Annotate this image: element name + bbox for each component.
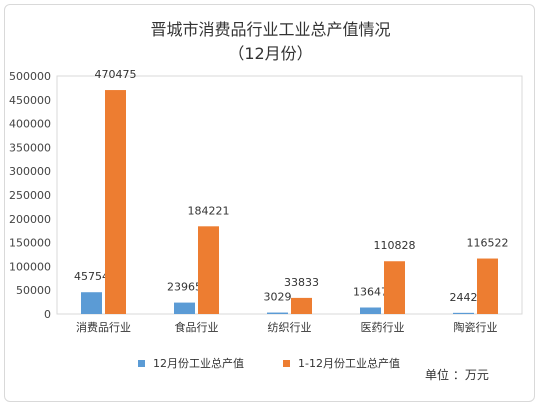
data-label-1: 13647 bbox=[353, 286, 388, 299]
category-label: 纺织行业 bbox=[268, 320, 312, 334]
legend-item-series-1: 12月份工业总产值 bbox=[138, 355, 244, 371]
bar-1 bbox=[81, 292, 102, 314]
y-tick-label: 0 bbox=[44, 308, 51, 321]
legend-label-series-2: 1-12月份工业总产值 bbox=[298, 357, 400, 370]
bar-2 bbox=[105, 90, 126, 315]
legend-item-series-2: 1-12月份工业总产值 bbox=[283, 355, 400, 371]
y-tick-label: 150000 bbox=[9, 237, 51, 250]
chart-frame bbox=[4, 4, 535, 402]
bar-2 bbox=[291, 297, 312, 314]
bar-2 bbox=[477, 258, 498, 314]
y-tick-label: 450000 bbox=[9, 94, 51, 107]
plot-area-border bbox=[56, 75, 523, 315]
data-label-2: 470475 bbox=[95, 68, 137, 81]
data-label-1: 3029 bbox=[264, 291, 292, 304]
bar-1 bbox=[174, 302, 195, 314]
category-label: 陶瓷行业 bbox=[454, 320, 498, 334]
legend-swatch-series-2 bbox=[283, 359, 290, 367]
bar-1 bbox=[360, 307, 381, 314]
y-tick-label: 200000 bbox=[9, 213, 51, 226]
legend-swatch-series-1 bbox=[138, 359, 145, 367]
data-label-1: 45754 bbox=[74, 270, 109, 283]
y-tick-label: 250000 bbox=[9, 189, 51, 202]
y-tick-label: 100000 bbox=[9, 260, 51, 273]
data-label-2: 184221 bbox=[188, 204, 230, 217]
category-label: 医药行业 bbox=[361, 321, 405, 334]
bar-1 bbox=[267, 312, 288, 314]
data-label-2: 110828 bbox=[374, 239, 416, 252]
data-label-2: 33833 bbox=[284, 276, 319, 289]
category-label: 食品行业 bbox=[175, 320, 219, 334]
y-tick-label: 350000 bbox=[9, 141, 51, 154]
bar-2 bbox=[198, 226, 219, 314]
chart-title: 晋城市消费品行业工业总产值情况 bbox=[150, 20, 391, 39]
y-tick-label: 50000 bbox=[16, 284, 51, 297]
y-tick-label: 300000 bbox=[9, 165, 51, 178]
y-tick-label: 500000 bbox=[9, 70, 51, 83]
data-label-1: 2442 bbox=[450, 291, 478, 304]
y-tick-label: 400000 bbox=[9, 118, 51, 131]
legend-label-series-1: 12月份工业总产值 bbox=[153, 357, 244, 370]
bar-2 bbox=[384, 261, 405, 314]
chart-subtitle: （12月份） bbox=[228, 44, 313, 63]
category-label: 消费品行业 bbox=[76, 320, 131, 334]
unit-note: 单位 ：万元 bbox=[425, 368, 489, 382]
data-label-2: 116522 bbox=[467, 237, 509, 250]
bar-1 bbox=[453, 312, 474, 314]
data-label-1: 23965 bbox=[167, 281, 202, 294]
